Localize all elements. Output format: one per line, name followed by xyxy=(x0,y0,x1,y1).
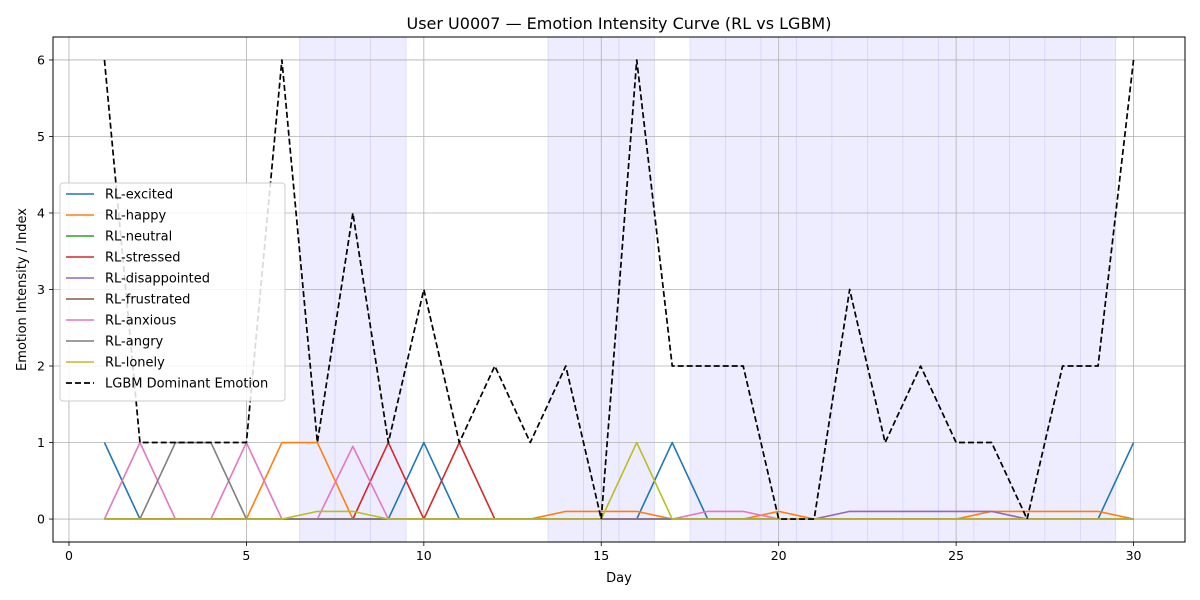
x-tick-label: 20 xyxy=(771,548,787,563)
legend-entry: RL-stressed xyxy=(105,251,180,266)
axis-ticks: 0 5 10 15 20 25 30 0 1 2 3 4 5 6 xyxy=(37,52,1141,563)
x-tick-label: 0 xyxy=(65,548,73,563)
legend-entry: RL-happy xyxy=(105,209,166,224)
legend-entry: RL-excited xyxy=(105,188,173,203)
legend-entry: RL-neutral xyxy=(105,230,172,245)
legend-entry: LGBM Dominant Emotion xyxy=(105,377,268,392)
legend-box xyxy=(59,182,286,402)
y-tick-label: 6 xyxy=(37,52,45,67)
series-line-rl-lonely xyxy=(104,441,1134,520)
legend: RL-excited RL-happy RL-neutral RL-stressed R… xyxy=(59,182,286,402)
legend-entry: RL-lonely xyxy=(105,356,165,371)
series-line-rl-happy xyxy=(104,441,1134,520)
x-tick-label: 30 xyxy=(1126,548,1142,563)
x-tick-label: 10 xyxy=(416,548,432,563)
x-tick-label: 5 xyxy=(242,548,250,563)
y-tick-label: 5 xyxy=(37,129,45,144)
y-tick-label: 4 xyxy=(37,205,45,220)
y-axis-label: Emotion Intensity / Index xyxy=(15,208,30,371)
series-line-lgbm-dominant-emotion xyxy=(103,59,1135,520)
y-tick-label: 2 xyxy=(37,359,45,374)
legend-entry: RL-disappointed xyxy=(105,272,210,287)
y-tick-label: 3 xyxy=(37,282,45,297)
legend-entry: RL-anxious xyxy=(105,314,176,329)
legend-entry: RL-frustrated xyxy=(105,293,190,308)
series-lines xyxy=(103,59,1135,520)
x-axis-label: Day xyxy=(606,571,632,586)
y-tick-label: 1 xyxy=(37,435,45,450)
y-tick-label: 0 xyxy=(37,512,45,527)
x-tick-label: 25 xyxy=(948,548,964,563)
legend-entry: RL-angry xyxy=(105,335,164,350)
chart-title: User U0007 — Emotion Intensity Curve (RL… xyxy=(407,14,832,33)
x-tick-label: 15 xyxy=(593,548,609,563)
